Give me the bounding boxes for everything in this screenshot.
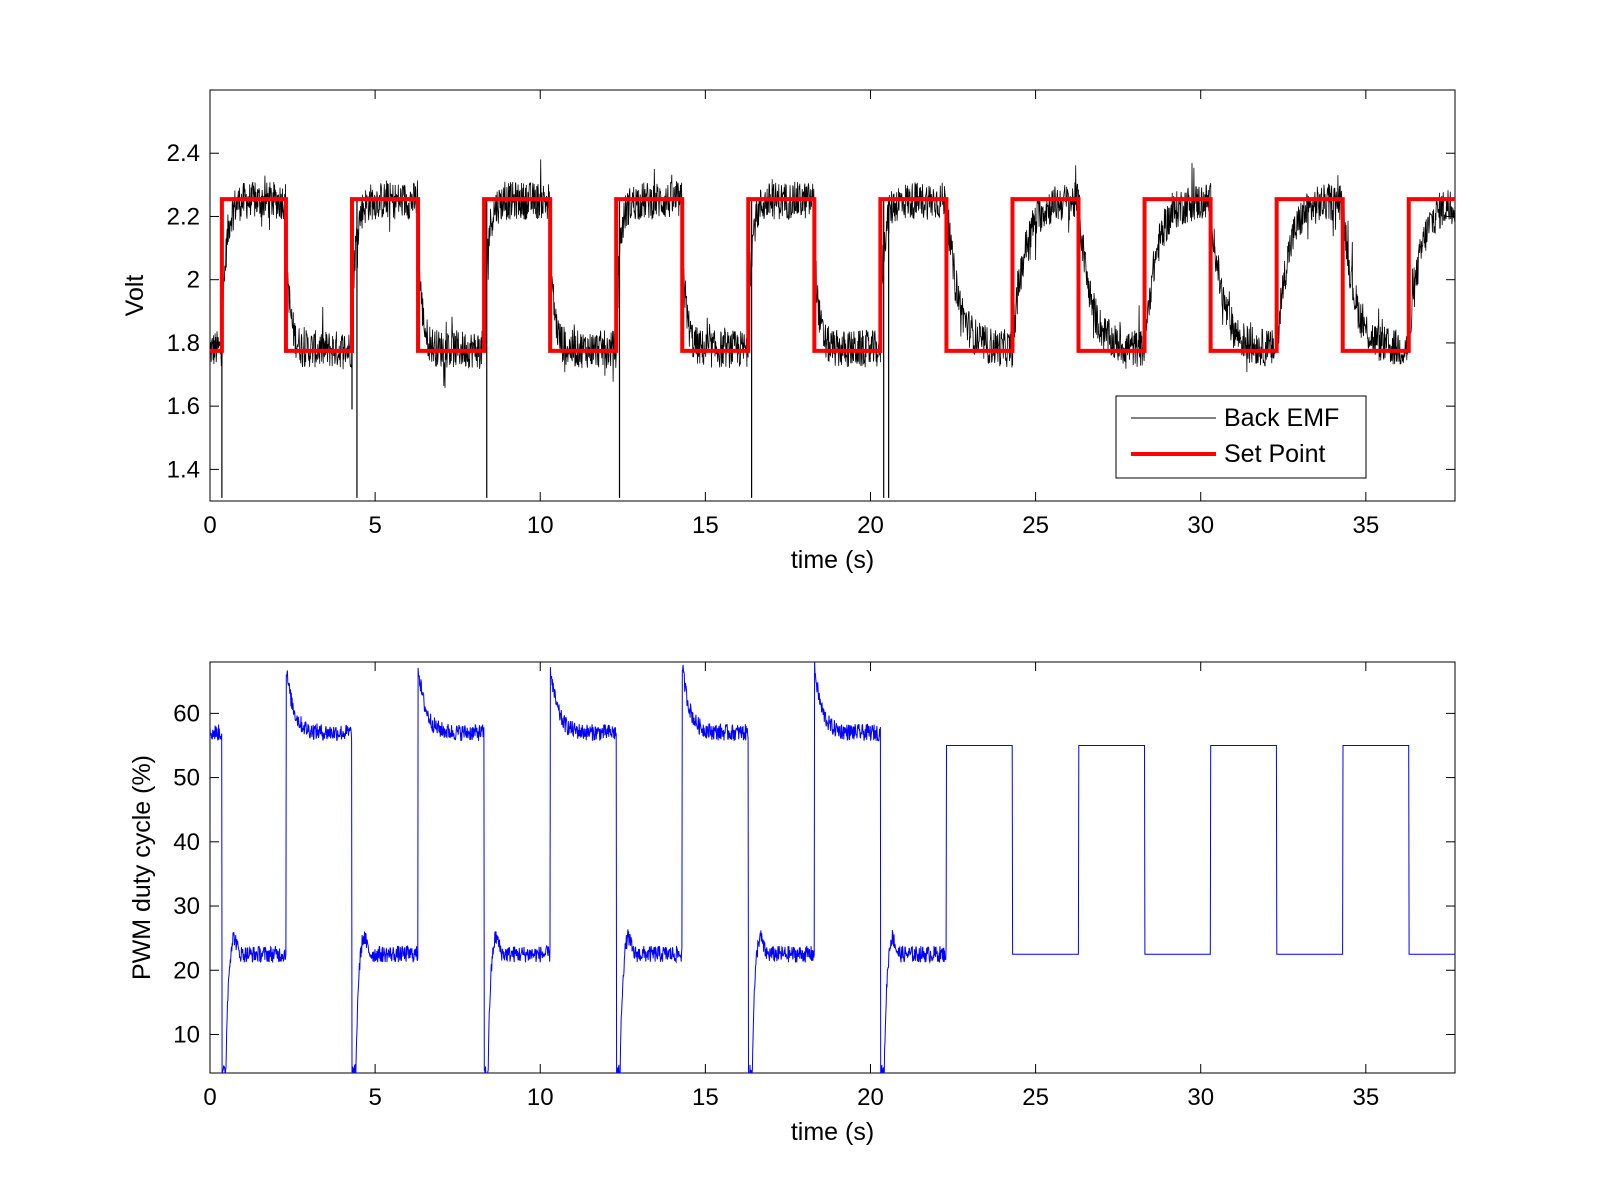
pwm-x-tick-label: 30 xyxy=(1187,1084,1214,1111)
pwm-y-tick-label: 20 xyxy=(173,957,200,984)
pwm-axes xyxy=(209,661,1456,1074)
legend-label-back-emf: Back EMF xyxy=(1224,404,1339,432)
back-emf-x-axis-label: time (s) xyxy=(791,546,874,574)
back-emf-x-tick-label: 30 xyxy=(1187,512,1214,539)
pwm-y-tick-label: 40 xyxy=(173,829,200,856)
pwm-x-tick-label: 35 xyxy=(1352,1084,1379,1111)
back-emf-x-tick-label: 35 xyxy=(1352,512,1379,539)
pwm-y-tick-label: 30 xyxy=(173,893,200,920)
pwm-y-tick-label: 60 xyxy=(173,700,200,727)
series-line-set-point xyxy=(210,197,1455,353)
back-emf-y-tick-label: 1.6 xyxy=(167,393,200,420)
pwm-plot-frame xyxy=(209,661,1456,1074)
pwm-y-axis-label: PWM duty cycle (%) xyxy=(128,755,156,980)
back-emf-y-axis-label: Volt xyxy=(121,275,149,317)
back-emf-y-tick-label: 2.4 xyxy=(167,140,200,167)
legend: Back EMF Set Point xyxy=(1115,395,1367,479)
back-emf-ticks: 0 5 10 15 20 25 30 35 1.4 1.6 1.8 2 2.2 2.4 xyxy=(167,90,1455,539)
series-line-pwm-duty-cycle xyxy=(210,662,1455,1073)
pwm-x-tick-label: 0 xyxy=(203,1084,216,1111)
back-emf-x-tick-label: 25 xyxy=(1022,512,1049,539)
pwm-x-tick-label: 5 xyxy=(368,1084,381,1111)
back-emf-x-tick-label: 10 xyxy=(527,512,554,539)
pwm-x-axis-label: time (s) xyxy=(791,1118,874,1146)
pwm-x-tick-label: 25 xyxy=(1022,1084,1049,1111)
pwm-x-tick-label: 10 xyxy=(527,1084,554,1111)
back-emf-y-tick-label: 2.2 xyxy=(167,203,200,230)
legend-label-set-point: Set Point xyxy=(1224,440,1326,468)
pwm-y-tick-label: 50 xyxy=(173,765,200,792)
back-emf-axes xyxy=(209,89,1456,502)
pwm-x-tick-label: 20 xyxy=(857,1084,884,1111)
pwm-series xyxy=(210,662,1455,1073)
back-emf-plot-frame xyxy=(209,89,1456,502)
back-emf-y-tick-label: 1.8 xyxy=(167,330,200,357)
pwm-y-tick-label: 10 xyxy=(173,1021,200,1048)
back-emf-plot: 0 5 10 15 20 25 30 351.41.61.822.22.4 time (s) … xyxy=(121,89,1456,574)
back-emf-x-tick-label: 0 xyxy=(203,512,216,539)
legend-box xyxy=(1115,395,1367,479)
back-emf-x-tick-label: 5 xyxy=(368,512,381,539)
back-emf-y-tick-label: 1.4 xyxy=(167,456,200,483)
pwm-x-tick-label: 15 xyxy=(692,1084,719,1111)
back-emf-x-tick-label: 20 xyxy=(857,512,884,539)
pwm-plot: 0 5 10 15 20 25 30 35 10 20 30 40 50 60 time (s) PWM … xyxy=(128,661,1456,1146)
back-emf-y-tick-label: 2 xyxy=(187,267,200,294)
pwm-ticks: 0 5 10 15 20 25 30 35 10 20 30 40 50 60 xyxy=(173,662,1455,1111)
back-emf-series xyxy=(210,159,1455,498)
back-emf-x-tick-label: 15 xyxy=(692,512,719,539)
series-line-back-emf xyxy=(210,159,1455,388)
